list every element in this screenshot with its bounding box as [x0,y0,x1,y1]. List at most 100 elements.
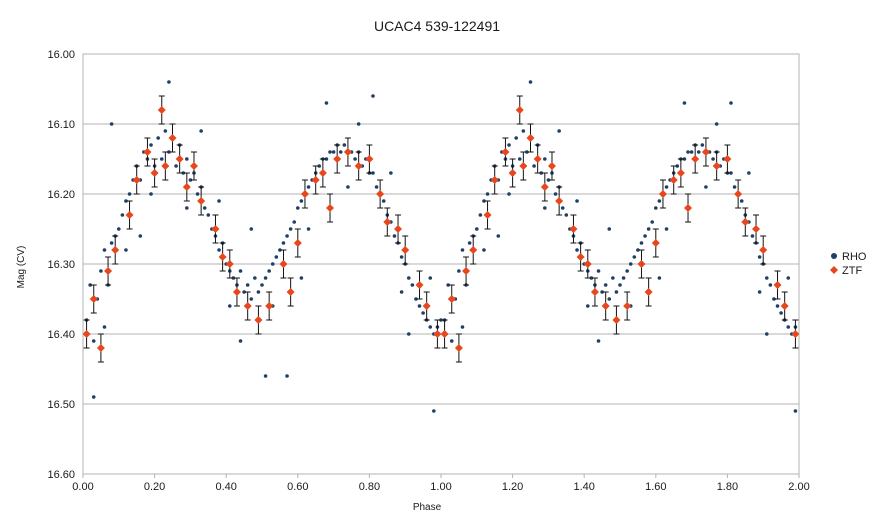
rho-point [353,157,357,161]
ztf-point [265,302,274,310]
x-tick-label: 0.20 [144,481,165,493]
rho-point [729,101,733,105]
rho-point [117,227,121,231]
rho-point [406,276,411,280]
rho-point [124,248,128,252]
ztf-point [279,260,288,268]
ztf-point [218,253,227,261]
rho-point [149,143,153,147]
rho-point [618,283,622,287]
x-tick-label: 2.00 [788,481,809,493]
rho-point [356,122,361,126]
rho-point [102,248,107,252]
y-tick-label: 16.50 [47,399,75,411]
ztf-point [182,183,191,191]
rho-point [324,157,329,161]
rho-point [614,290,619,294]
rho-point [682,101,687,105]
x-axis-ticks: 0.00 0.20 0.40 0.60 0.80 1.00 1.20 1.40 1.60 1.80… [72,474,810,493]
rho-point [643,234,647,238]
rho-point [188,178,193,182]
ztf-point [612,316,621,324]
rho-point [317,164,322,168]
rho-point [446,283,450,287]
ztf-point [161,162,170,170]
rho-point [167,150,171,154]
rho-point [475,227,479,231]
rho-point [482,199,486,203]
rho-point [460,325,465,329]
rho-point [278,248,282,252]
rho-point [342,143,347,147]
rho-point [739,199,744,203]
ztf-point [540,183,549,191]
rho-point [374,185,379,189]
rho-point [696,150,701,154]
rho-point [764,276,769,280]
rho-point [296,206,300,210]
rho-point [109,122,114,126]
ztf-point [462,267,471,275]
rho-point [496,234,501,238]
rho-point [299,276,304,280]
x-tick-label: 0.00 [72,481,93,493]
rho-point [682,157,687,161]
rho-point [124,199,128,203]
x-tick-label: 0.40 [215,481,236,493]
rho-point [399,290,404,294]
rho-point [185,157,189,161]
ztf-point [168,134,177,142]
x-tick-label: 1.80 [717,481,738,493]
ztf-point [376,190,385,198]
rho-point [217,248,221,252]
ztf-point [601,302,610,310]
ztf-point [422,302,431,310]
rho-point [414,297,418,301]
rho-point [546,178,551,182]
rho-point [564,213,569,217]
ztf-point [447,295,456,303]
ztf-point [651,239,660,247]
rho-point [399,255,404,259]
rho-point [621,276,626,280]
ztf-point [157,106,166,114]
rho-point [772,297,776,301]
ztf-point [483,211,492,219]
ztf-point [225,260,234,268]
rho-point [120,213,125,217]
rho-point [249,227,254,231]
legend-rho-marker [831,253,837,259]
rho-point [202,206,207,210]
ztf-point [676,169,685,177]
ztf-point [734,190,743,198]
ztf-point [780,302,789,310]
rho-point [206,213,211,217]
rho-point [686,150,690,154]
rho-point [428,325,433,329]
y-tick-label: 16.30 [47,259,75,271]
ztf-point [96,344,105,352]
rho-point [174,164,178,168]
rho-point [346,185,350,189]
rho-point [575,248,579,252]
ztf-point [759,246,768,254]
ztf-point [555,197,564,205]
ztf-point [89,295,98,303]
ztf-point [752,225,761,233]
ztf-series [82,95,800,363]
rho-point [109,241,114,245]
y-tick-label: 16.40 [47,329,75,341]
rho-point [543,206,547,210]
rho-point [596,269,601,273]
ztf-point [211,225,220,233]
rho-point [517,157,522,161]
rho-point [449,339,454,343]
x-tick-label: 0.60 [287,481,308,493]
rho-point [478,213,483,217]
ztf-point [576,253,585,261]
chart-title: UCAC4 539-122491 [374,18,500,34]
rho-point [732,185,737,189]
ztf-point [454,344,463,352]
rho-point [127,192,132,196]
ztf-point [569,225,578,233]
